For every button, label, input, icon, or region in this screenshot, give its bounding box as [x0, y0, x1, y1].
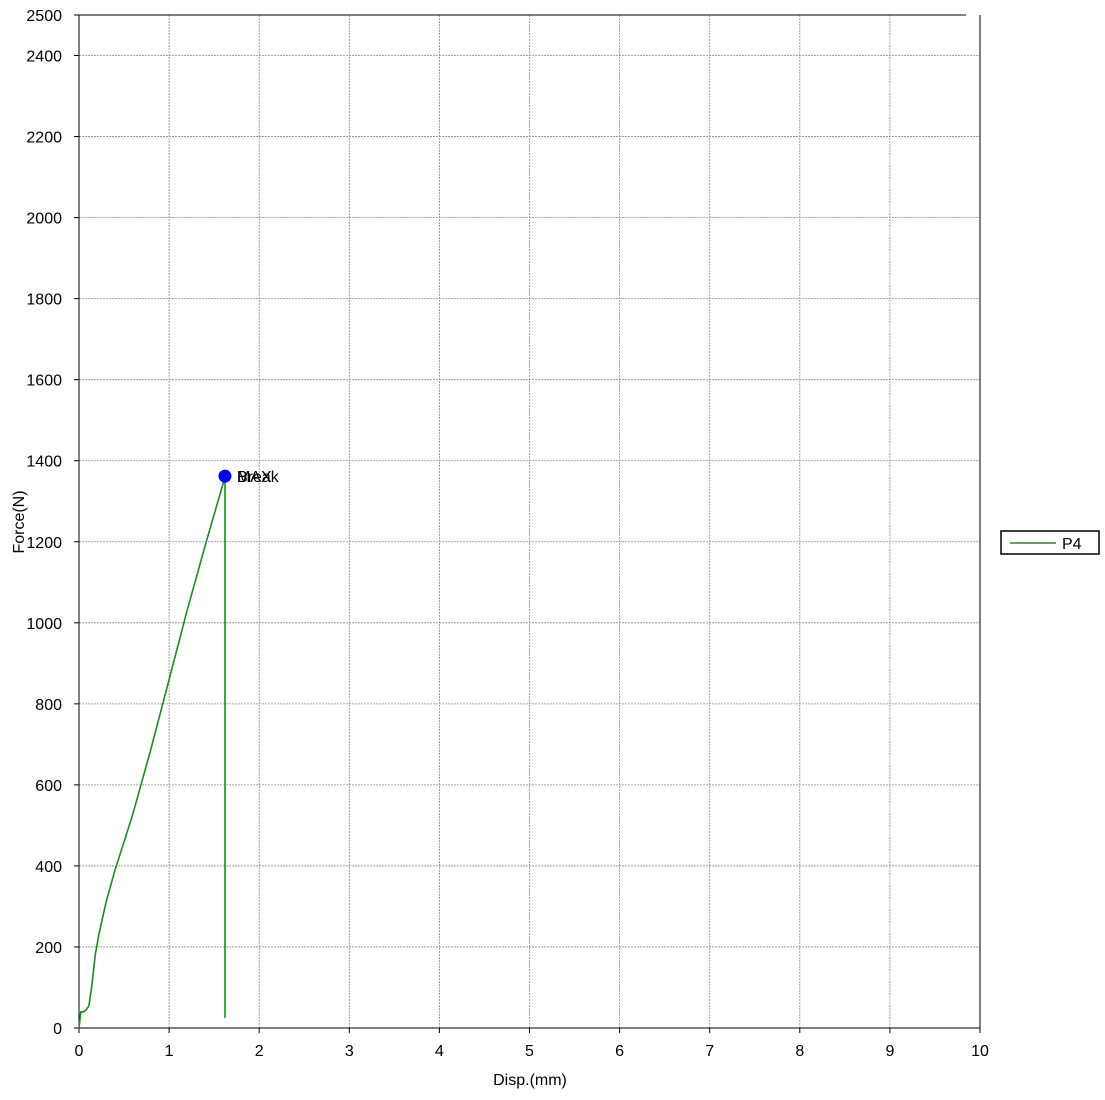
x-tick-label: 2 — [255, 1043, 264, 1060]
marker-label-break: Break — [237, 469, 280, 486]
marker-label-max: MAX — [237, 469, 272, 486]
x-tick-label: 9 — [885, 1043, 894, 1060]
x-tick-label: 5 — [525, 1043, 534, 1060]
y-tick-label: 0 — [53, 1021, 62, 1038]
y-tick-label: 2400 — [26, 49, 62, 66]
x-tick-label: 7 — [705, 1043, 714, 1060]
x-tick-label: 4 — [435, 1043, 444, 1060]
y-tick-label: 400 — [35, 859, 62, 876]
x-tick-label: 3 — [345, 1043, 354, 1060]
y-tick-label: 600 — [35, 778, 62, 795]
x-tick-label: 6 — [615, 1043, 624, 1060]
y-axis-title: Force(N) — [11, 490, 28, 553]
legend: P4 — [1000, 530, 1100, 555]
series-lines — [78, 476, 226, 1029]
max-point-marker — [218, 469, 232, 483]
x-tick-label: 0 — [75, 1043, 84, 1060]
y-tick-label: 1400 — [26, 454, 62, 471]
legend-label-P4: P4 — [1062, 536, 1082, 553]
x-tick-label: 1 — [165, 1043, 174, 1060]
y-tick-label: 1000 — [26, 616, 62, 633]
x-axis-title: Disp.(mm) — [493, 1072, 567, 1089]
y-tick-label: 1800 — [26, 292, 62, 309]
y-tick-label: 1200 — [26, 535, 62, 552]
x-tick-label: 8 — [795, 1043, 804, 1060]
series-line-P4 — [78, 476, 226, 1029]
tick-labels: 0 1 2 3 4 5 6 7 8 9 10 0 200 400 600 800 1000 1200 1400 160… — [26, 8, 989, 1060]
y-tick-label: 1600 — [26, 373, 62, 390]
y-tick-label: 800 — [35, 697, 62, 714]
y-tick-label: 200 — [35, 940, 62, 957]
y-tick-label: 2200 — [26, 130, 62, 147]
x-tick-label: 10 — [971, 1043, 989, 1060]
grid-lines — [79, 15, 980, 1028]
y-tick-label: 2500 — [26, 8, 62, 25]
y-tick-label: 2000 — [26, 211, 62, 228]
